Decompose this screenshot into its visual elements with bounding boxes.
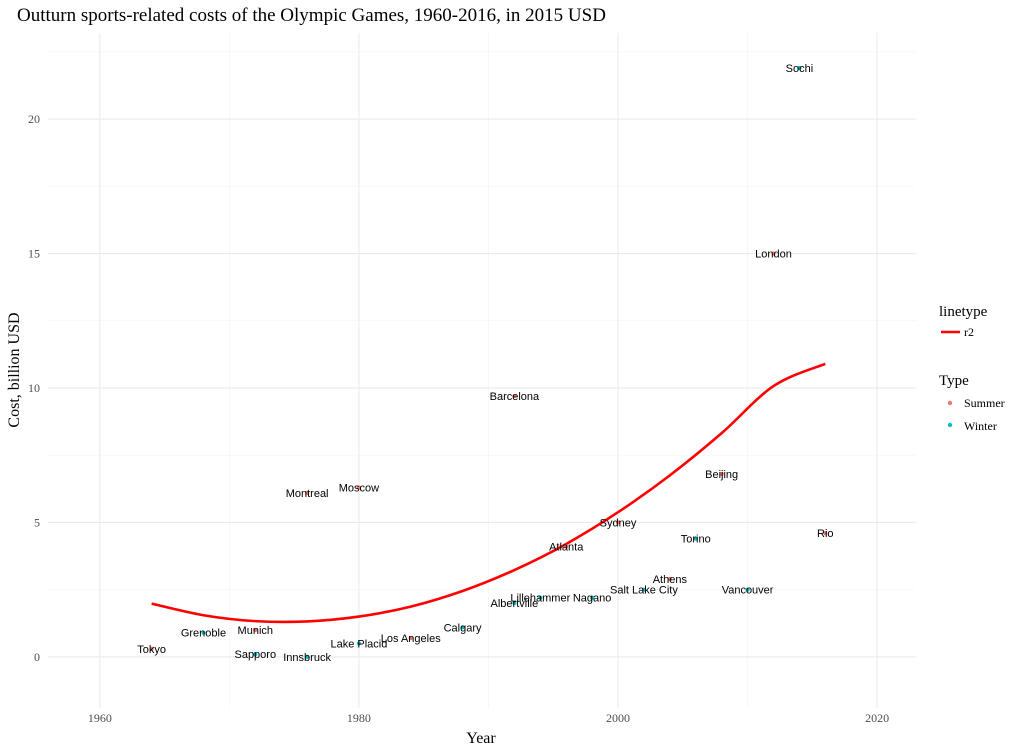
data-point: [590, 595, 595, 600]
y-tick-label: 20: [28, 112, 40, 126]
point-label: Vancouver: [722, 585, 774, 597]
point-label: Torino: [681, 534, 711, 546]
point-label: Atlanta: [549, 542, 584, 554]
data-point: [253, 652, 258, 657]
data-point: [641, 587, 647, 592]
y-tick-label: 5: [34, 515, 40, 529]
legend-summer-swatch: [947, 400, 953, 406]
point-label: Rio: [817, 528, 834, 540]
point-label: Tokyo: [137, 644, 166, 656]
data-point: [512, 601, 517, 606]
data-point: [823, 531, 828, 536]
data-point: [305, 654, 310, 660]
point-label: Salt Lake City: [610, 585, 678, 597]
y-tick-label: 10: [28, 381, 40, 395]
point-label: Lillehammer: [510, 593, 570, 605]
x-tick-label: 1960: [88, 711, 112, 725]
point-label: Calgary: [444, 622, 482, 634]
data-point: [149, 646, 154, 651]
point-label: Athens: [653, 574, 688, 586]
point-label: Grenoble: [181, 628, 226, 640]
legend-summer-label: Summer: [964, 396, 1005, 410]
legend-type-title: Type: [939, 373, 969, 389]
point-label: Los Angeles: [381, 633, 441, 645]
point-labels-layer: Tokyo Munich Montreal Moscow Los Angeles Barc…: [137, 63, 833, 664]
legend-winter-label: Winter: [964, 419, 997, 433]
y-tick-label: 15: [28, 247, 40, 261]
data-point: [356, 485, 362, 490]
point-label: Beijing: [705, 469, 738, 481]
data-point: [719, 471, 724, 477]
point-label: Lake Placid: [330, 638, 387, 650]
legend-r2-label: r2: [964, 325, 974, 339]
point-label: Barcelona: [490, 391, 540, 403]
point-label: Munich: [238, 625, 273, 637]
data-point: [408, 635, 413, 641]
point-label: Nagano: [573, 593, 612, 605]
point-label: Sapporo: [234, 649, 276, 661]
tick-labels: 1960 1980 2000 2020 0 5 10 15 20: [28, 112, 889, 725]
legend-winter-swatch: [947, 422, 953, 428]
point-label: Sochi: [786, 63, 814, 75]
x-axis-label: Year: [466, 730, 496, 747]
y-axis-label: Cost, billion USD: [6, 312, 23, 427]
data-point: [797, 65, 802, 71]
data-point: [693, 536, 698, 541]
point-label: Innsbruck: [283, 652, 331, 664]
points-layer: [149, 65, 828, 660]
fit-line-layer: [151, 362, 826, 624]
legend-linetype-title: linetype: [939, 304, 988, 320]
data-point: [667, 576, 672, 582]
data-point: [356, 641, 362, 646]
point-label: Montreal: [286, 488, 329, 500]
point-label: London: [755, 249, 792, 261]
data-point: [512, 393, 517, 399]
point-label: Sydney: [600, 517, 637, 529]
grid: [48, 33, 916, 708]
data-point: [771, 251, 776, 256]
data-point: [538, 595, 543, 600]
data-point: [615, 520, 621, 525]
legend: linetype r2 Type Summer Winter: [939, 304, 1005, 433]
point-label: Moscow: [339, 482, 379, 494]
x-tick-label: 2020: [865, 711, 889, 725]
data-point: [253, 627, 258, 633]
point-label: Albertville: [491, 598, 539, 610]
data-point: [460, 625, 465, 630]
x-tick-label: 2000: [606, 711, 630, 725]
fit-line-r2: [151, 362, 826, 624]
data-point: [305, 490, 310, 495]
x-tick-label: 1980: [347, 711, 371, 725]
data-point: [564, 544, 569, 549]
y-tick-label: 0: [34, 650, 40, 664]
data-point: [745, 587, 750, 592]
chart-title: Outturn sports-related costs of the Olym…: [17, 5, 606, 26]
data-point: [201, 630, 206, 635]
